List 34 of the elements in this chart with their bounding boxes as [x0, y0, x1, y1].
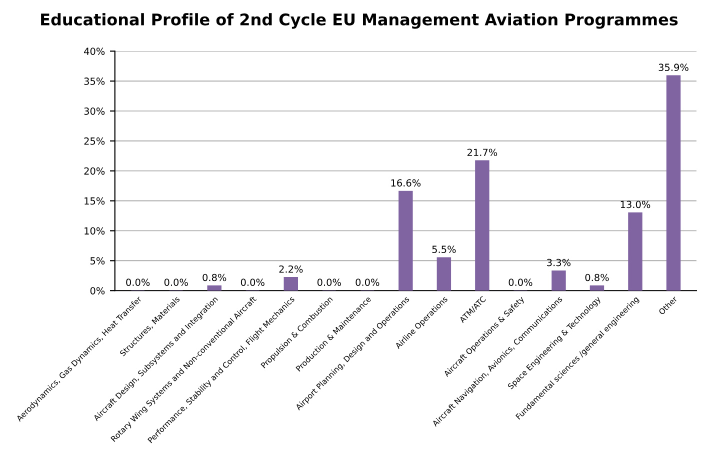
- data-label: 0.0%: [317, 278, 341, 286]
- y-tick-label: 15%: [84, 197, 105, 205]
- data-label: 0.0%: [508, 278, 532, 286]
- bar: [475, 160, 490, 291]
- y-tick-label: 30%: [84, 107, 105, 115]
- bar: [284, 277, 298, 291]
- y-tick-label: 40%: [84, 48, 105, 55]
- y-tick-label: 20%: [84, 167, 105, 175]
- y-tick-label: 10%: [84, 227, 105, 235]
- bar: [666, 75, 681, 291]
- data-label: 13.0%: [620, 200, 650, 208]
- bar: [436, 257, 452, 291]
- bar: [628, 212, 642, 291]
- data-label: 0.8%: [585, 274, 609, 282]
- data-label: 0.8%: [202, 274, 226, 282]
- data-label: 0.0%: [240, 278, 264, 286]
- bar: [590, 285, 604, 291]
- data-label: 5.5%: [432, 246, 456, 254]
- data-label: 16.6%: [391, 179, 421, 187]
- data-label: 21.7%: [467, 148, 498, 156]
- bar: [398, 190, 413, 291]
- data-label: 35.9%: [658, 64, 688, 72]
- data-label: 3.3%: [547, 258, 571, 266]
- y-tick-label: 5%: [90, 257, 105, 265]
- y-tick-label: 25%: [84, 137, 105, 145]
- data-label: 0.0%: [164, 278, 188, 286]
- bar: [207, 285, 222, 291]
- bar: [552, 270, 566, 291]
- y-tick-label: 0%: [90, 287, 105, 294]
- data-label: 0.0%: [356, 278, 380, 286]
- data-label: 0.0%: [126, 278, 150, 286]
- data-label: 2.2%: [279, 265, 303, 273]
- chart-title: Educational Profile of 2nd Cycle EU Management Aviation Programmes: [41, 13, 678, 29]
- y-tick-label: 35%: [84, 78, 105, 85]
